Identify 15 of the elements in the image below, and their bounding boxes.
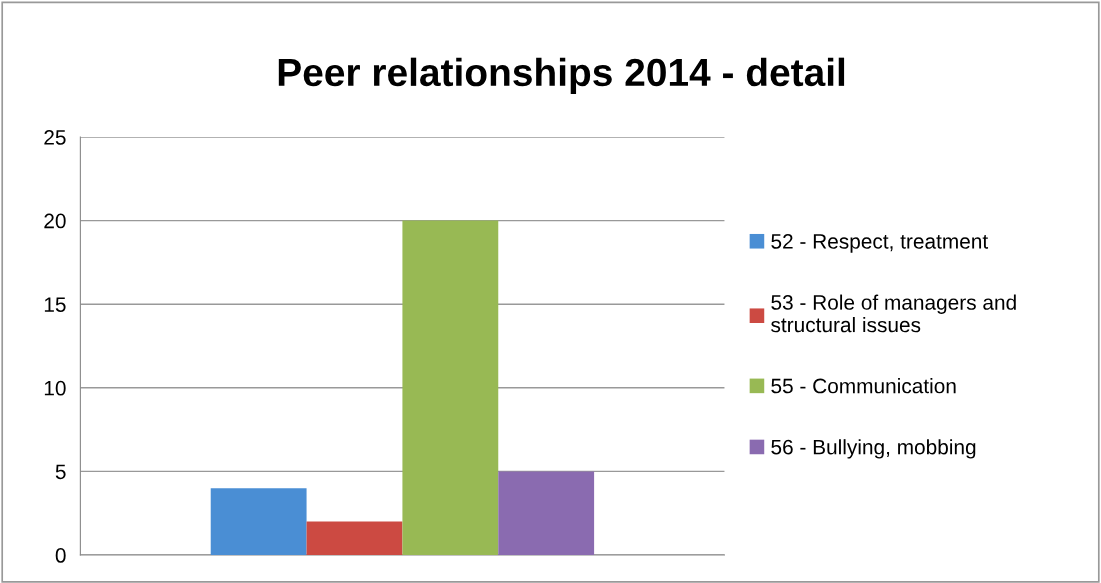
y-tick-label: 10	[44, 380, 66, 396]
y-tick-label: 20	[44, 213, 66, 229]
bar	[402, 220, 499, 556]
bar	[210, 488, 307, 556]
legend-label: 53 - Role of managers and structural issues	[771, 294, 1016, 333]
y-tick-label: 5	[55, 464, 66, 480]
y-tick-label: 15	[44, 297, 66, 312]
bar	[306, 521, 403, 556]
legend-label: 52 - Respect, treatment	[771, 234, 989, 253]
y-tick-label: 0	[55, 548, 66, 563]
bar	[498, 471, 595, 556]
legend-label: 56 - Bullying, mobbing	[771, 439, 976, 459]
chart-title: Peer relationships 2014 - detail	[278, 57, 845, 94]
y-tick-label: 25	[44, 130, 66, 145]
legend-label: 55 - Communication	[771, 378, 956, 394]
